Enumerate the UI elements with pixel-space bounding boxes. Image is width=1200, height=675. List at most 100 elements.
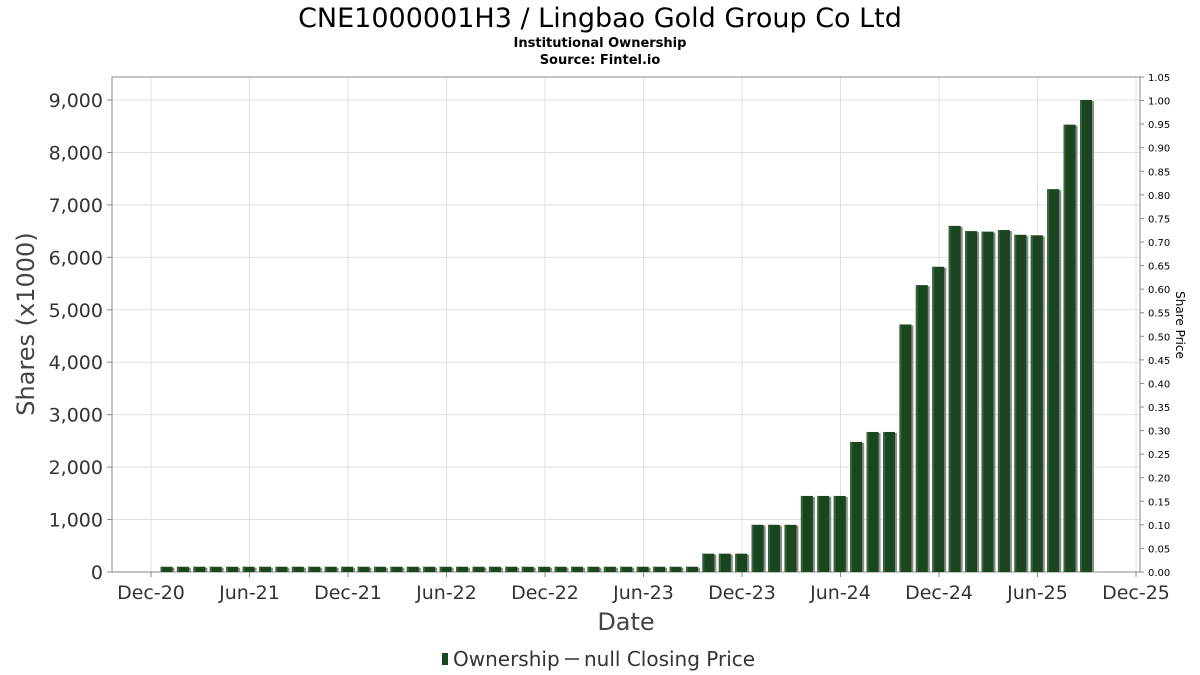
y-right-tick-label: 0.25 <box>1148 450 1170 461</box>
bar-highlight <box>1063 124 1066 572</box>
ownership-bar <box>571 566 583 572</box>
y-right-tick-label: 0.45 <box>1148 356 1170 367</box>
y-right-tick-label: 0.40 <box>1148 379 1170 390</box>
ownership-bar <box>702 553 715 572</box>
y-axis-label: Shares (x1000) <box>12 232 40 415</box>
x-axis-label: Date <box>597 608 654 636</box>
ownership-bar <box>275 566 288 572</box>
y-right-tick-label: 0.35 <box>1148 403 1170 414</box>
chart-title: CNE1000001H3 / Lingbao Gold Group Co Ltd <box>298 3 902 34</box>
bar-highlight <box>669 566 672 572</box>
ownership-bar <box>291 566 304 572</box>
legend: Ownership null Closing Price <box>442 647 755 671</box>
bar-highlight <box>702 553 705 572</box>
bar-highlight <box>850 441 853 572</box>
y-tick-label: 3,000 <box>49 405 103 427</box>
y-right-tick-label: 0.60 <box>1148 285 1170 296</box>
y-tick-label: 5,000 <box>49 300 103 322</box>
bar-highlight <box>521 566 524 572</box>
ownership-bar <box>603 566 616 572</box>
ownership-bar <box>488 566 501 572</box>
bar-highlight <box>833 495 836 572</box>
ownership-bar <box>308 566 321 572</box>
bar-highlight <box>866 431 869 572</box>
bar-highlight <box>505 566 508 572</box>
y-axis-right: 0.00 0.05 0.10 0.15 0.20 0.25 0.30 0.35 0.40 0.45… <box>1140 73 1170 579</box>
ownership-bar <box>587 566 600 572</box>
bar-highlight <box>932 266 935 572</box>
ownership-bar <box>521 566 534 572</box>
bar-highlight <box>406 566 409 572</box>
y-tick-label: 4,000 <box>49 352 103 374</box>
ownership-bar <box>160 566 173 572</box>
bar-highlight <box>308 566 311 572</box>
bar-series <box>160 100 1095 572</box>
bar-highlight <box>718 553 721 572</box>
bar-highlight <box>603 566 606 572</box>
ownership-bar <box>1063 124 1076 572</box>
bar-highlight <box>291 566 294 572</box>
y-tick-label: 1,000 <box>49 510 103 532</box>
bar-highlight <box>472 566 475 572</box>
bar-highlight <box>488 566 491 572</box>
ownership-bar <box>915 285 928 572</box>
chart-source: Source: Fintel.io <box>540 53 661 68</box>
ownership-bar <box>176 566 189 572</box>
bar-highlight <box>1047 189 1050 572</box>
y-right-tick-label: 0.70 <box>1148 238 1170 249</box>
bar-highlight <box>1030 235 1033 572</box>
x-tick-label: Jun-21 <box>218 582 280 604</box>
ownership-bar <box>505 566 518 572</box>
ownership-bar <box>620 566 633 572</box>
y-right-tick-label: 0.05 <box>1148 544 1170 555</box>
bar-highlight <box>636 566 639 572</box>
bar-highlight <box>800 495 803 572</box>
y-tick-label: 7,000 <box>49 195 103 217</box>
ownership-bar <box>406 566 419 572</box>
bar-highlight <box>538 566 541 572</box>
y-right-tick-label: 1.00 <box>1148 97 1170 108</box>
x-tick-label: Jun-23 <box>612 582 674 604</box>
y-axis-left: 0 1,000 2,000 3,000 4,000 5,000 6,000 7,000 8,00… <box>49 90 112 584</box>
y-right-tick-label: 0.30 <box>1148 427 1170 438</box>
ownership-bar <box>341 566 354 572</box>
x-tick-label: Dec-22 <box>511 582 579 604</box>
ownership-bar <box>357 566 370 572</box>
ownership-bar <box>324 566 337 572</box>
y-right-tick-label: 0.50 <box>1148 332 1170 343</box>
bar-highlight <box>784 524 787 572</box>
ownership-bar <box>981 231 994 572</box>
ownership-bar <box>456 566 469 572</box>
ownership-bar <box>751 524 764 572</box>
bar-highlight <box>423 566 426 572</box>
bar-highlight <box>685 566 688 572</box>
y-right-tick-label: 0.65 <box>1148 262 1170 273</box>
bar-highlight <box>653 566 656 572</box>
bar-highlight <box>341 566 344 572</box>
bar-highlight <box>1080 100 1083 572</box>
bar-highlight <box>554 566 557 572</box>
ownership-bar <box>636 566 649 572</box>
y-right-tick-label: 0.00 <box>1148 568 1170 579</box>
bar-highlight <box>817 495 820 572</box>
bar-highlight <box>456 566 459 572</box>
y-right-tick-label: 0.85 <box>1148 167 1170 178</box>
y-right-tick-label: 0.15 <box>1148 497 1170 508</box>
bar-highlight <box>915 285 918 572</box>
ownership-bar <box>226 566 239 572</box>
bar-highlight <box>899 324 902 572</box>
bar-highlight <box>735 553 738 572</box>
ownership-bar <box>653 566 666 572</box>
x-tick-label: Jun-24 <box>809 582 871 604</box>
ownership-bar <box>768 524 781 572</box>
ownership-bar <box>1080 100 1093 572</box>
ownership-bar <box>735 553 748 572</box>
legend-price-label: null Closing Price <box>584 647 755 671</box>
bar-highlight <box>160 566 163 572</box>
bar-highlight <box>275 566 278 572</box>
y-right-tick-label: 0.95 <box>1148 120 1170 131</box>
y-right-tick-label: 0.80 <box>1148 191 1170 202</box>
bar-highlight <box>768 524 771 572</box>
ownership-bar <box>439 566 452 572</box>
